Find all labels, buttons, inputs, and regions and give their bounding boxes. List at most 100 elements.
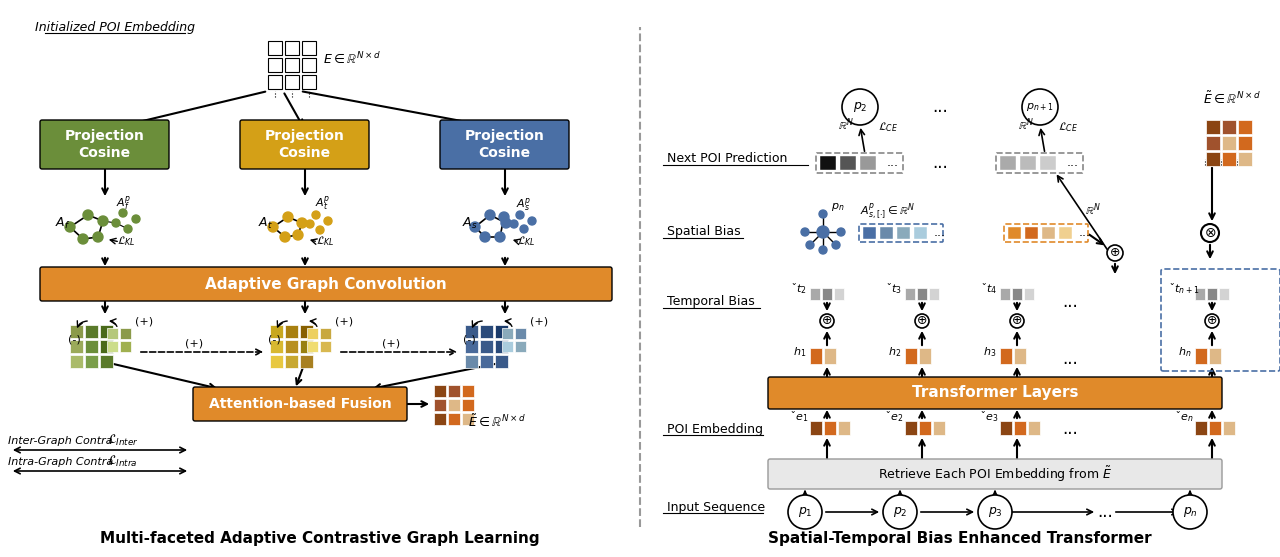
Text: ...: ... [1068, 157, 1079, 169]
Text: $\check{e}_1$: $\check{e}_1$ [791, 409, 809, 424]
Text: ...: ... [1097, 503, 1112, 521]
Text: $h_2$: $h_2$ [888, 345, 901, 359]
Bar [905, 421, 916, 435]
Circle shape [978, 495, 1012, 529]
Text: $p_1$: $p_1$ [797, 505, 813, 519]
Bar [120, 328, 131, 339]
Bar [320, 328, 332, 339]
Text: Input Sequence: Input Sequence [667, 501, 765, 514]
Text: Spatial Bias: Spatial Bias [667, 226, 741, 238]
Bar [465, 340, 477, 353]
Bar [515, 328, 526, 339]
Text: $A_f^p$: $A_f^p$ [116, 194, 132, 213]
Bar [302, 75, 316, 89]
Bar [462, 413, 474, 425]
Text: Adaptive Graph Convolution: Adaptive Graph Convolution [205, 276, 447, 291]
Circle shape [132, 215, 140, 223]
Circle shape [293, 230, 303, 240]
Bar [919, 348, 931, 364]
Bar [307, 341, 317, 352]
Bar [100, 325, 113, 338]
Text: $\check{e}_2$: $\check{e}_2$ [886, 409, 904, 424]
Text: Retrieve Each POI Embedding from $\tilde{E}$: Retrieve Each POI Embedding from $\tilde… [878, 465, 1112, 483]
Bar [480, 325, 493, 338]
Bar [268, 75, 282, 89]
Bar [840, 156, 856, 170]
Text: $A_f$: $A_f$ [55, 216, 70, 231]
Bar [905, 288, 915, 300]
Text: Intra-Graph Contra: Intra-Graph Contra [8, 457, 113, 467]
Bar [285, 41, 300, 55]
Circle shape [312, 211, 320, 219]
Bar [270, 325, 283, 338]
Text: $A_s^p$: $A_s^p$ [516, 196, 531, 213]
Circle shape [78, 234, 88, 244]
Text: (+): (+) [134, 317, 154, 327]
Circle shape [324, 217, 332, 225]
Bar [1025, 227, 1038, 239]
Bar [1014, 348, 1027, 364]
Circle shape [915, 314, 929, 328]
Text: Attention-based Fusion: Attention-based Fusion [209, 397, 392, 411]
FancyBboxPatch shape [40, 120, 169, 169]
Bar [863, 227, 876, 239]
Text: $\otimes$: $\otimes$ [1203, 226, 1216, 240]
Text: $h_3$: $h_3$ [983, 345, 997, 359]
Bar [916, 288, 927, 300]
Circle shape [65, 222, 76, 232]
Text: Initialized POI Embedding: Initialized POI Embedding [35, 21, 195, 33]
Text: $A_t^p$: $A_t^p$ [315, 194, 330, 213]
FancyBboxPatch shape [440, 120, 570, 169]
Text: $\mathcal{L}_{CE}$: $\mathcal{L}_{CE}$ [878, 120, 899, 134]
Text: Inter-Graph Contra: Inter-Graph Contra [8, 436, 113, 446]
Circle shape [820, 314, 835, 328]
Bar [448, 413, 460, 425]
Bar [515, 341, 526, 352]
Circle shape [837, 228, 845, 236]
Text: Spatial-Temporal Bias Enhanced Transformer: Spatial-Temporal Bias Enhanced Transform… [768, 531, 1152, 546]
Bar [822, 288, 832, 300]
Bar [270, 354, 283, 368]
Text: (+): (+) [186, 339, 204, 349]
Circle shape [99, 216, 108, 226]
Bar [1210, 421, 1221, 435]
Bar [810, 288, 820, 300]
Bar [1000, 348, 1012, 364]
Bar [300, 325, 312, 338]
Bar [1014, 421, 1027, 435]
Text: ...: ... [932, 98, 948, 116]
Circle shape [842, 89, 878, 125]
Text: $p_2$: $p_2$ [892, 505, 908, 519]
Text: (-): (-) [463, 334, 476, 344]
Bar [300, 354, 312, 368]
Text: (+): (+) [335, 317, 353, 327]
Circle shape [283, 212, 293, 222]
Bar [434, 413, 445, 425]
Bar [284, 325, 297, 338]
Bar [1059, 227, 1073, 239]
Bar [448, 399, 460, 411]
Circle shape [500, 218, 511, 228]
Bar [1206, 152, 1220, 166]
Bar [84, 354, 97, 368]
Text: $E \in \mathbb{R}^{N \times d}$: $E \in \mathbb{R}^{N \times d}$ [323, 51, 381, 67]
Text: $\oplus$: $\oplus$ [916, 315, 928, 328]
Bar [1238, 120, 1252, 134]
Bar [905, 348, 916, 364]
FancyBboxPatch shape [817, 153, 902, 173]
Text: $\check{e}_n$: $\check{e}_n$ [1176, 409, 1194, 424]
Bar [480, 340, 493, 353]
Circle shape [485, 210, 495, 220]
FancyBboxPatch shape [768, 459, 1222, 489]
Text: $\oplus$: $\oplus$ [822, 315, 833, 328]
Circle shape [470, 222, 480, 232]
Circle shape [119, 209, 127, 217]
Text: Projection
Cosine: Projection Cosine [64, 129, 145, 160]
Text: (-): (-) [68, 334, 81, 344]
Text: POI Embedding: POI Embedding [667, 423, 763, 436]
Bar [494, 340, 507, 353]
Text: $\check{t}_3$: $\check{t}_3$ [887, 282, 902, 296]
Circle shape [480, 232, 490, 242]
Bar [1238, 152, 1252, 166]
Text: $A^p_{s,[\cdot]} \in \mathbb{R}^N$: $A^p_{s,[\cdot]} \in \mathbb{R}^N$ [860, 202, 915, 222]
